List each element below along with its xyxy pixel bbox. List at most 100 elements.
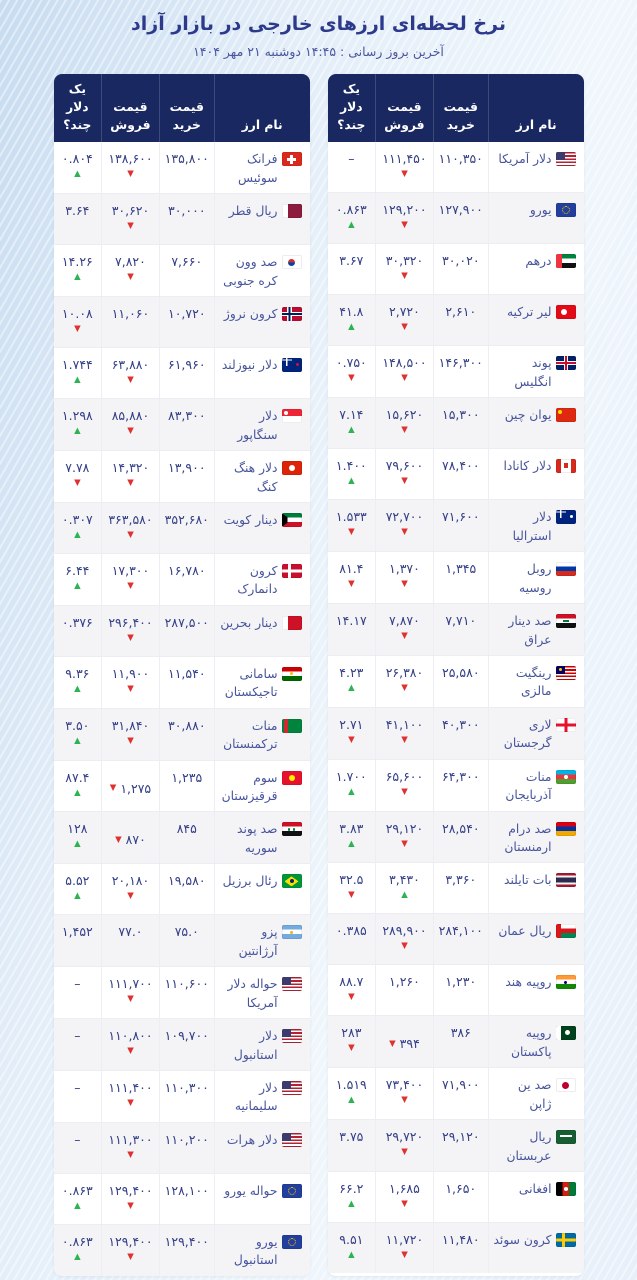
table-row: رینگیت مالزی ۲۵,۵۸۰ ۲۶,۳۸۰ ▼ ۴.۲۳ ▲ (327, 654, 584, 707)
sell-price-cell: ۱۳۸,۶۰۰ ▼ (102, 142, 160, 194)
currency-name: سوم قرقیزستان (221, 770, 278, 804)
sell-price-cell: ۱۲۹,۴۰۰ ▼ (102, 1224, 160, 1276)
usd-rate-cell: ۱۲۸ ▲ (54, 812, 103, 864)
sell-price-cell: ۲۹,۷۲۰ ▼ (376, 1120, 434, 1172)
currency-name: افغانی (518, 1182, 552, 1197)
down-arrow-icon: ▼ (127, 1149, 134, 1160)
down-arrow-icon: ▼ (127, 169, 134, 180)
usd-rate-cell: ۱۰.۰۸ ▼ (54, 297, 103, 348)
currency-name-cell: ریال عمان (489, 914, 584, 964)
usd-rate-cell: ۴.۲۳ ▲ (328, 655, 377, 707)
usd-rate-cell: – (54, 967, 103, 1019)
currency-name: صد دینار عراق (508, 614, 552, 647)
buy-price-cell: ۱۶,۷۸۰ (160, 553, 215, 605)
down-arrow-icon: ▼ (401, 1250, 408, 1261)
up-arrow-icon: ▲ (74, 272, 81, 283)
currency-name: درهم (525, 254, 552, 269)
usd-rate-cell: ۷.۱۴ ▲ (328, 398, 377, 449)
sell-price-cell: ۷۳,۴۰۰ ▼ (376, 1068, 434, 1120)
af-flag-icon (555, 1182, 576, 1197)
currency-name-cell: منات ترکمنستان (215, 709, 310, 760)
currency-name-cell: صد ین ژاپن (489, 1068, 584, 1119)
up-arrow-icon: ▲ (74, 1200, 81, 1211)
buy-price-cell: ۸۳,۳۰۰ (160, 399, 215, 451)
buy-price-cell: ۱,۲۳۰ (434, 965, 489, 1016)
currency-name: رینگیت مالزی (515, 665, 552, 699)
am-flag-icon (555, 821, 576, 836)
table-row: منات ترکمنستان ۳۰,۸۸۰ ۳۱,۸۴۰ ▼ ۳.۵۰ ▲ (53, 707, 310, 760)
pk-flag-icon (555, 1026, 576, 1041)
down-arrow-icon: ▼ (127, 375, 134, 386)
up-arrow-icon: ▲ (74, 169, 81, 180)
buy-price-cell: ۲۹,۱۲۰ (434, 1120, 489, 1172)
buy-price-cell: ۶۴,۳۰۰ (434, 759, 489, 811)
currency-name: کرون سوئد (493, 1233, 552, 1248)
sell-price-cell: ۲۶,۳۸۰ ▼ (376, 655, 434, 707)
sell-price-cell: ۱۱۱,۷۰۰ ▼ (102, 967, 160, 1019)
dk-flag-icon (281, 563, 302, 578)
currency-name: روبل روسیه (519, 562, 552, 595)
table-row: صد درام ارمنستان ۲۸,۵۴۰ ۲۹,۱۲۰ ▼ ۳.۸۳ ▲ (327, 810, 584, 863)
currency-name-cell: صد درام ارمنستان (489, 812, 584, 863)
down-arrow-icon: ▼ (348, 579, 355, 590)
currency-name: دلار استرالیا (512, 510, 552, 543)
usd-rate-cell: ۸۱.۴ ▼ (328, 552, 377, 604)
down-arrow-icon: ▼ (401, 271, 408, 282)
up-arrow-icon: ▲ (74, 787, 81, 798)
down-arrow-icon: ▼ (127, 426, 134, 437)
down-arrow-icon: ▼ (127, 683, 134, 694)
sell-price-cell: ۳۹۴ ▼ (376, 1016, 434, 1068)
down-arrow-icon: ▼ (348, 890, 355, 901)
sell-price-cell: ۶۵,۶۰۰ ▼ (376, 759, 434, 811)
col-header-buy-price: قیمت خرید (160, 74, 215, 143)
currency-name: کرون نروژ (223, 307, 278, 322)
buy-price-cell: ۱,۲۳۵ (160, 760, 215, 812)
sell-price-cell: ۳۰,۳۲۰ ▼ (376, 244, 434, 295)
currency-name: یورو استانبول (233, 1234, 278, 1268)
up-arrow-icon: ▲ (74, 1251, 81, 1262)
buy-price-cell: ۲۸۷,۵۰۰ (160, 605, 215, 656)
currency-name: دلار نیوزلند (221, 358, 278, 373)
kr-flag-icon (281, 255, 302, 270)
up-arrow-icon: ▲ (401, 890, 408, 901)
currency-name-cell: درهم (489, 244, 584, 294)
currency-name-cell: صد پوند سوریه (215, 812, 310, 863)
down-arrow-icon: ▼ (401, 631, 408, 642)
currency-name: روپیه پاکستان (511, 1026, 552, 1059)
sell-price-cell: ۱۱۰,۸۰۰ ▼ (102, 1019, 160, 1070)
buy-price-cell: ۱۲۹,۴۰۰ (160, 1224, 215, 1276)
usd-rate-cell: ۰.۸۶۳ ▲ (54, 1173, 103, 1224)
sell-price-cell: ۲۹۶,۴۰۰ ▼ (102, 605, 160, 656)
sell-price-cell: ۱۵,۶۲۰ ▼ (376, 398, 434, 449)
usd-rate-cell: ۱۴.۱۷ (328, 604, 377, 655)
usd-rate-cell: ۱,۴۵۲ (54, 915, 103, 967)
buy-price-cell: ۳۰,۰۲۰ (434, 244, 489, 295)
table-header: نام ارز قیمت خرید قیمت فروش یک دلار چند؟ (53, 74, 310, 143)
down-arrow-icon: ▼ (401, 169, 408, 180)
buy-price-cell: ۱۰,۷۲۰ (160, 297, 215, 348)
currency-name-cell: کرون نروژ (215, 297, 310, 347)
down-arrow-icon: ▼ (401, 322, 408, 333)
up-arrow-icon: ▲ (74, 735, 81, 746)
currency-name: دلار آمریکا (498, 152, 552, 167)
table-row: دلار سنگاپور ۸۳,۳۰۰ ۸۵,۸۸۰ ▼ ۱.۲۹۸ ▲ (53, 398, 310, 451)
tables-container: نام ارز قیمت خرید قیمت فروش یک دلار چند؟… (0, 74, 637, 1276)
usd-rate-cell: ۹.۳۶ ▲ (54, 656, 103, 708)
down-arrow-icon: ▼ (401, 579, 408, 590)
buy-price-cell: ۱۱۰,۳۵۰ (434, 142, 489, 193)
buy-price-cell: ۱۱۰,۶۰۰ (160, 967, 215, 1019)
down-arrow-icon: ▼ (401, 786, 408, 797)
buy-price-cell: ۱۱۰,۳۰۰ (160, 1070, 215, 1122)
usd-rate-cell: – (54, 1122, 103, 1173)
currency-name: کرون دانمارک (237, 563, 278, 597)
buy-price-cell: ۱۰۹,۷۰۰ (160, 1019, 215, 1070)
up-arrow-icon: ▲ (348, 425, 355, 436)
az-flag-icon (555, 769, 576, 784)
table-row: فرانک سوئیس ۱۳۵,۸۰۰ ۱۳۸,۶۰۰ ▼ ۰.۸۰۴ ▲ (54, 142, 310, 194)
currency-name: دلار سلیمانیه (234, 1080, 278, 1114)
buy-price-cell: ۳۵۲,۶۸۰ (160, 502, 215, 553)
table-row: دلار هرات ۱۱۰,۲۰۰ ۱۱۱,۳۰۰ ▼ – (53, 1121, 310, 1173)
currency-name-cell: دلار استرالیا (489, 500, 584, 551)
buy-price-cell: ۴۰,۳۰۰ (434, 707, 489, 759)
buy-price-cell: ۳۰,۸۸۰ (160, 708, 215, 760)
